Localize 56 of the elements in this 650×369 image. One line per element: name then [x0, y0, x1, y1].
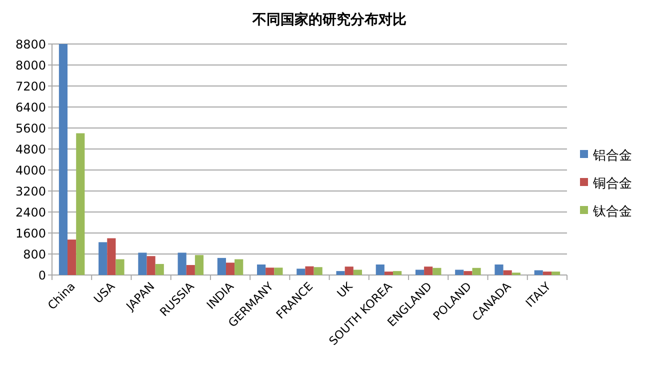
- bar: [146, 256, 156, 275]
- y-tick-label: 8800: [15, 38, 46, 52]
- bar: [178, 252, 186, 275]
- y-tick-label: 8000: [15, 58, 46, 72]
- bar: [138, 252, 147, 275]
- bar: [217, 258, 226, 275]
- bar: [393, 271, 402, 275]
- bar: [76, 133, 85, 275]
- bar: [424, 266, 433, 275]
- bar: [344, 266, 354, 275]
- x-tick-label: UK: [334, 278, 356, 300]
- bar: [503, 270, 512, 275]
- bar: [226, 262, 235, 275]
- chart-title: 不同国家的研究分布对比: [252, 11, 406, 28]
- bar: [376, 264, 384, 275]
- bar: [98, 242, 108, 275]
- legend-label: 钛合金: [592, 204, 632, 220]
- bar: [384, 272, 394, 275]
- bar: [274, 268, 283, 275]
- bar: [257, 264, 266, 275]
- bar: [155, 264, 164, 275]
- bar: [464, 271, 472, 275]
- bar: [353, 270, 362, 275]
- bar: [58, 44, 68, 275]
- bar: [472, 268, 481, 275]
- bar: [116, 259, 124, 275]
- bar: [296, 268, 306, 275]
- legend-label: 铜合金: [592, 176, 632, 192]
- y-tick-label: 3200: [15, 184, 46, 198]
- y-tick-label: 2400: [15, 206, 46, 220]
- bar: [107, 238, 116, 275]
- bar: [415, 270, 424, 275]
- bar: [542, 272, 552, 275]
- bar: [494, 264, 504, 275]
- bar: [186, 265, 195, 275]
- bar: [68, 240, 76, 275]
- y-tick-label: 1600: [15, 226, 46, 240]
- bar: [305, 266, 314, 275]
- y-tick-label: 4800: [15, 142, 46, 156]
- bar: [455, 270, 464, 275]
- y-tick-label: 4000: [15, 164, 46, 178]
- legend-label: 铝合金: [592, 148, 632, 164]
- y-tick-label: 7200: [15, 80, 46, 94]
- bar: [534, 270, 543, 275]
- y-tick-label: 800: [23, 248, 46, 262]
- bar: [336, 271, 345, 275]
- bar: [432, 268, 442, 275]
- bar: [314, 267, 322, 275]
- x-tick-label: USA: [90, 279, 118, 306]
- bar: [551, 272, 560, 275]
- y-tick-label: 5600: [15, 122, 46, 136]
- bar: [194, 255, 204, 275]
- bar: [234, 259, 244, 275]
- y-tick-label: 0: [38, 268, 46, 282]
- bar: [266, 268, 274, 275]
- y-tick-label: 6400: [15, 100, 46, 114]
